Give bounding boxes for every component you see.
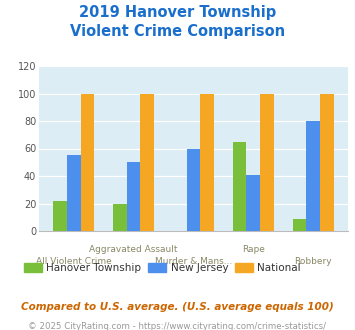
Bar <box>67 155 81 231</box>
Text: © 2025 CityRating.com - https://www.cityrating.com/crime-statistics/: © 2025 CityRating.com - https://www.city… <box>28 322 327 330</box>
Bar <box>127 162 141 231</box>
Bar <box>233 142 246 231</box>
Bar <box>81 93 94 231</box>
Bar <box>187 148 200 231</box>
Text: Robbery: Robbery <box>294 257 332 266</box>
Text: 2019 Hanover Township
Violent Crime Comparison: 2019 Hanover Township Violent Crime Comp… <box>70 5 285 39</box>
Bar <box>320 93 334 231</box>
Bar <box>306 121 320 231</box>
Text: Murder & Mans...: Murder & Mans... <box>155 257 232 266</box>
Text: Compared to U.S. average. (U.S. average equals 100): Compared to U.S. average. (U.S. average … <box>21 302 334 312</box>
Bar <box>246 175 260 231</box>
Legend: Hanover Township, New Jersey, National: Hanover Township, New Jersey, National <box>20 258 305 277</box>
Text: All Violent Crime: All Violent Crime <box>36 257 111 266</box>
Bar <box>53 201 67 231</box>
Bar <box>293 218 306 231</box>
Text: Aggravated Assault: Aggravated Assault <box>89 245 178 254</box>
Bar <box>113 204 127 231</box>
Text: Rape: Rape <box>242 245 265 254</box>
Bar <box>141 93 154 231</box>
Bar <box>200 93 214 231</box>
Bar <box>260 93 274 231</box>
